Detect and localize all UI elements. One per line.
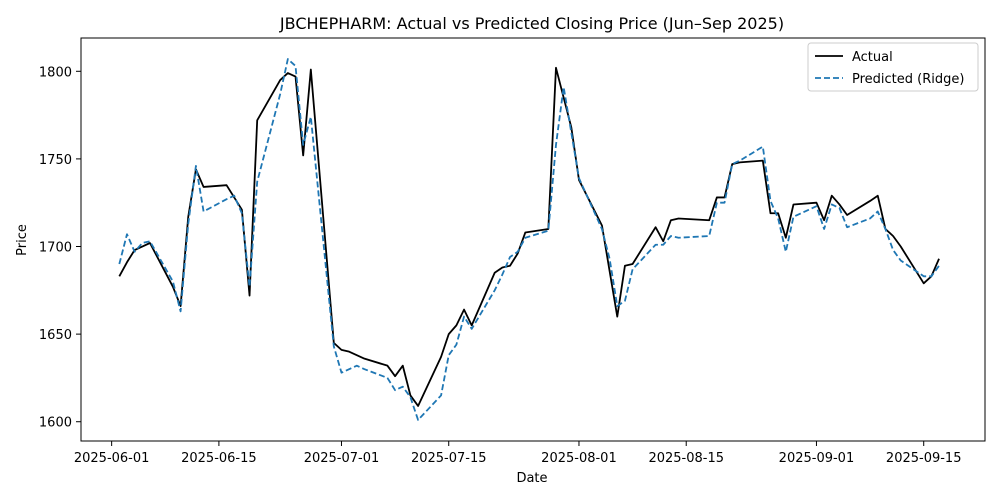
x-tick-label: 2025-09-01	[779, 451, 855, 466]
series-layer	[118, 58, 940, 421]
plot-frame	[80, 37, 986, 442]
legend-predicted-label: Predicted (Ridge)	[852, 72, 964, 87]
x-axis-label: Date	[516, 471, 547, 486]
x-tick-label: 2025-08-01	[541, 451, 617, 466]
x-tick-label: 2025-07-01	[304, 451, 380, 466]
plot-background	[81, 38, 985, 441]
x-tick-label: 2025-08-15	[648, 451, 724, 466]
x-tick-label: 2025-06-15	[181, 451, 257, 466]
y-axis-label: Price	[15, 224, 30, 256]
x-tick-label: 2025-07-15	[411, 451, 487, 466]
y-tick-label: 1600	[39, 416, 72, 431]
x-axis: 2025-06-01 2025-06-15 2025-07-01 2025-07-15…	[74, 441, 962, 466]
legend-actual-label: Actual	[852, 50, 893, 65]
series-line-predicted	[118, 58, 940, 421]
x-tick-label: 2025-06-01	[74, 451, 150, 466]
y-tick-label: 1750	[39, 153, 72, 168]
chart-title: JBCHEPHARM: Actual vs Predicted Closing …	[279, 14, 784, 33]
x-tick-label: 2025-09-15	[886, 451, 962, 466]
y-tick-label: 1700	[39, 241, 72, 256]
y-tick-label: 1800	[39, 65, 72, 80]
plot-area	[80, 37, 986, 442]
y-axis: 1600 1650 1700 1750 1800	[39, 65, 81, 431]
legend: Actual Predicted (Ridge)	[807, 42, 979, 92]
legend-box	[807, 42, 979, 92]
y-tick-label: 1650	[39, 328, 72, 343]
